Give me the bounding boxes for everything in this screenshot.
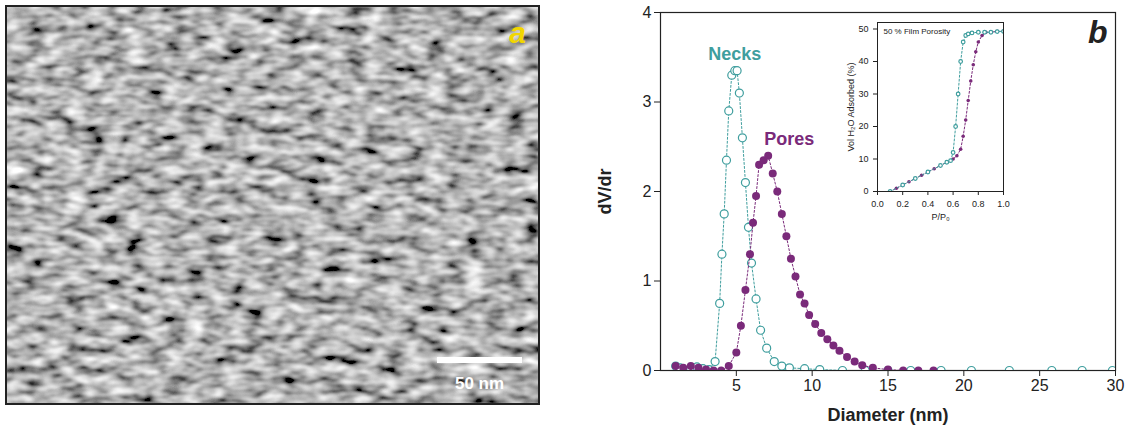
svg-text:0.4: 0.4 [922,199,935,209]
svg-text:15: 15 [879,377,897,394]
svg-text:0: 0 [863,186,868,196]
svg-text:10: 10 [803,377,821,394]
svg-text:Vol H₂O Adsorbed (%): Vol H₂O Adsorbed (%) [846,62,856,151]
svg-text:40: 40 [858,56,868,66]
svg-text:0.6: 0.6 [947,199,960,209]
svg-text:4: 4 [643,4,652,21]
svg-text:P/P₀: P/P₀ [931,212,950,222]
svg-text:3: 3 [643,93,652,110]
svg-text:5: 5 [732,377,741,394]
svg-text:50 nm: 50 nm [455,374,504,393]
svg-text:20: 20 [955,377,973,394]
svg-text:50: 50 [858,24,868,34]
svg-text:1.0: 1.0 [997,199,1010,209]
svg-text:0: 0 [643,362,652,379]
svg-text:30: 30 [1107,377,1125,394]
svg-text:2: 2 [643,183,652,200]
svg-text:25: 25 [1031,377,1049,394]
svg-text:b: b [1088,14,1108,50]
svg-text:0.0: 0.0 [871,199,884,209]
svg-text:1: 1 [643,272,652,289]
svg-text:10: 10 [858,154,868,164]
svg-text:20: 20 [858,121,868,131]
svg-text:Diameter (nm): Diameter (nm) [827,405,948,425]
svg-text:Pores: Pores [764,129,814,149]
svg-text:a: a [509,16,526,49]
svg-text:dV/dr: dV/dr [595,168,615,214]
svg-text:30: 30 [858,89,868,99]
svg-text:0.2: 0.2 [896,199,909,209]
svg-text:50 % Film Porosity: 50 % Film Porosity [884,27,951,36]
svg-text:Necks: Necks [708,44,761,64]
svg-text:0.8: 0.8 [972,199,985,209]
